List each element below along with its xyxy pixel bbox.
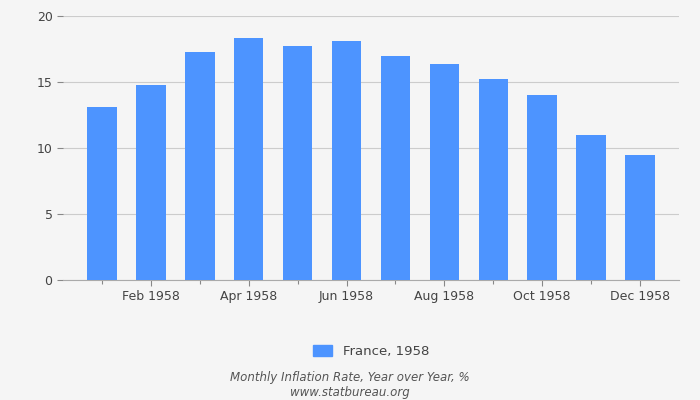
Bar xyxy=(283,46,312,280)
Bar xyxy=(527,95,556,280)
Bar xyxy=(88,107,117,280)
Bar xyxy=(136,85,166,280)
Text: www.statbureau.org: www.statbureau.org xyxy=(290,386,410,399)
Legend: France, 1958: France, 1958 xyxy=(307,339,435,363)
Text: Monthly Inflation Rate, Year over Year, %: Monthly Inflation Rate, Year over Year, … xyxy=(230,372,470,384)
Bar xyxy=(381,56,410,280)
Bar xyxy=(186,52,215,280)
Bar xyxy=(430,64,459,280)
Bar xyxy=(576,135,606,280)
Bar xyxy=(479,79,508,280)
Bar xyxy=(234,38,263,280)
Bar xyxy=(625,154,654,280)
Bar xyxy=(332,41,361,280)
